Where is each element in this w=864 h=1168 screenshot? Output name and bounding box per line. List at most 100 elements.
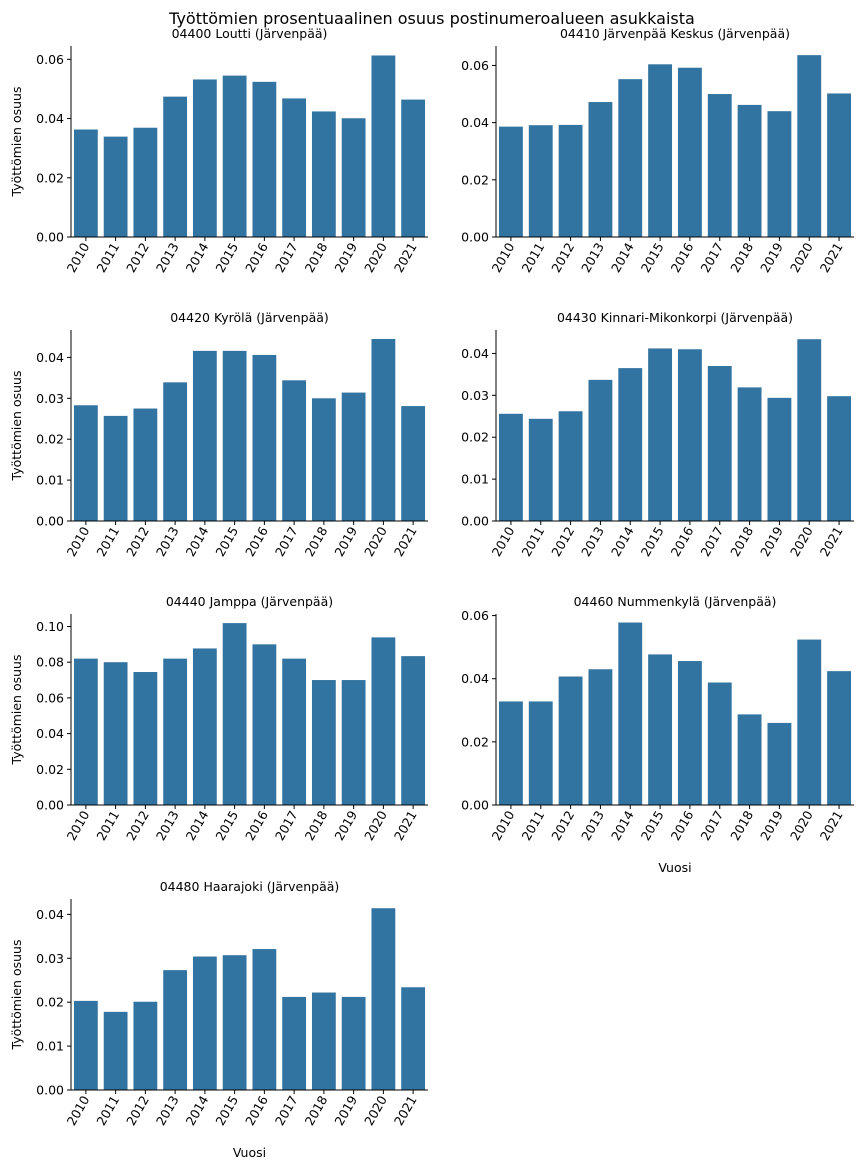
bar-2018 — [737, 714, 762, 805]
x-tick-label: 2014 — [608, 808, 637, 843]
bar-2020 — [371, 908, 396, 1090]
subplot-title: 04480 Haarajoki (Järvenpää) — [160, 879, 340, 894]
bar-2021 — [401, 987, 426, 1090]
bar-2020 — [371, 55, 396, 237]
x-tick-label: 2014 — [183, 1093, 212, 1128]
y-tick-label: 0.04 — [461, 115, 489, 130]
bar-2010 — [498, 701, 523, 805]
x-tick-label: 2021 — [391, 808, 420, 843]
bar-2015 — [648, 348, 673, 521]
bar-2010 — [498, 413, 523, 521]
x-tick-label: 2010 — [489, 808, 518, 843]
x-tick-label: 2012 — [548, 808, 577, 843]
subplot-title: 04420 Kyrölä (Järvenpää) — [170, 310, 329, 325]
x-tick-label: 2016 — [668, 524, 697, 559]
bar-2021 — [827, 671, 852, 805]
x-tick-label: 2014 — [183, 524, 212, 559]
y-tick-label: 0.01 — [36, 473, 64, 488]
bar-2013 — [588, 102, 613, 237]
bar-2016 — [677, 349, 702, 521]
subplot-7: 04480 Haarajoki (Järvenpää) 0.00 0.01 0.02 0… — [9, 879, 428, 1160]
y-tick-label: 0.00 — [461, 798, 489, 813]
x-tick-label: 2011 — [93, 240, 122, 275]
bar-2015 — [222, 623, 247, 805]
y-tick-label: 0.02 — [461, 172, 489, 187]
x-tick-label: 2019 — [757, 524, 786, 559]
bar-2011 — [103, 415, 128, 521]
x-tick-label: 2011 — [93, 524, 122, 559]
x-tick-label: 2018 — [302, 1093, 331, 1128]
subplot-4: 04430 Kinnari-Mikonkorpi (Järvenpää) 0.00… — [461, 310, 854, 559]
bar-2017 — [707, 366, 732, 521]
bar-2015 — [222, 75, 247, 238]
bar-2013 — [588, 379, 613, 521]
x-tick-label: 2015 — [212, 240, 241, 275]
bar-2015 — [222, 955, 247, 1090]
bar-2011 — [528, 125, 553, 237]
bar-2017 — [707, 682, 732, 805]
x-tick-label: 2013 — [153, 1093, 182, 1128]
y-tick-label: 0.04 — [461, 671, 489, 686]
x-tick-label: 2012 — [548, 240, 577, 275]
x-axis-label: Vuosi — [658, 860, 691, 875]
y-tick-label: 0.03 — [36, 391, 64, 406]
y-tick-label: 0.08 — [36, 655, 64, 670]
subplot-3: 04420 Kyrölä (Järvenpää) 0.00 0.01 0.02 0.03… — [9, 310, 428, 559]
bar-2011 — [103, 1011, 128, 1090]
y-tick-label: 0.02 — [461, 734, 489, 749]
bar-2011 — [528, 418, 553, 521]
subplot-title: 04410 Järvenpää Keskus (Järvenpää) — [560, 26, 790, 41]
bar-2020 — [797, 639, 822, 805]
x-tick-label: 2015 — [212, 808, 241, 843]
subplot-title: 04430 Kinnari-Mikonkorpi (Järvenpää) — [557, 310, 793, 325]
bar-2015 — [648, 64, 673, 237]
x-tick-label: 2020 — [361, 240, 390, 275]
subplot-title: 04460 Nummenkylä (Järvenpää) — [574, 594, 777, 609]
subplot-6: 04460 Nummenkylä (Järvenpää) 0.00 0.02 0.04… — [461, 594, 854, 875]
bar-2012 — [558, 676, 583, 805]
bar-2012 — [558, 411, 583, 521]
x-tick-label: 2017 — [697, 808, 726, 843]
y-tick-label: 0.04 — [36, 907, 64, 922]
y-tick-label: 0.02 — [36, 432, 64, 447]
x-tick-label: 2017 — [272, 1093, 301, 1128]
x-tick-label: 2019 — [331, 808, 360, 843]
y-tick-label: 0.00 — [36, 1083, 64, 1098]
y-tick-label: 0.06 — [461, 58, 489, 73]
bar-2019 — [341, 118, 366, 237]
y-tick-label: 0.00 — [36, 230, 64, 245]
y-tick-label: 0.04 — [36, 350, 64, 365]
bar-2010 — [73, 1000, 98, 1090]
figure-title: Työttömien prosentuaalinen osuus postinu… — [168, 9, 695, 28]
y-tick-label: 0.03 — [36, 951, 64, 966]
bar-2017 — [707, 94, 732, 238]
x-tick-label: 2015 — [638, 808, 667, 843]
subplot-grid: 04400 Loutti (Järvenpää) 0.00 0.02 0.04 0.06… — [9, 26, 854, 1160]
bar-2020 — [797, 55, 822, 237]
bar-2020 — [797, 339, 822, 521]
x-tick-label: 2010 — [489, 240, 518, 275]
subplot-title: 04400 Loutti (Järvenpää) — [172, 26, 328, 41]
bar-2015 — [648, 654, 673, 805]
bar-2016 — [252, 354, 277, 521]
x-axis-label: Vuosi — [233, 1145, 266, 1160]
x-tick-label: 2020 — [787, 524, 816, 559]
x-tick-label: 2021 — [391, 1093, 420, 1128]
x-tick-label: 2019 — [331, 240, 360, 275]
bar-2020 — [371, 338, 396, 521]
bar-2019 — [767, 722, 792, 805]
subplot-1: 04400 Loutti (Järvenpää) 0.00 0.02 0.04 0.06… — [9, 26, 428, 275]
x-tick-label: 2017 — [272, 808, 301, 843]
y-tick-label: 0.04 — [36, 111, 64, 126]
bar-2018 — [311, 992, 336, 1090]
bar-2012 — [133, 408, 158, 521]
bar-2017 — [282, 996, 307, 1090]
x-tick-label: 2016 — [242, 524, 271, 559]
x-tick-label: 2010 — [64, 808, 93, 843]
bar-2017 — [282, 98, 307, 237]
bar-2016 — [252, 644, 277, 805]
y-tick-label: 0.00 — [36, 514, 64, 529]
bar-2018 — [311, 680, 336, 805]
bar-2016 — [252, 949, 277, 1090]
